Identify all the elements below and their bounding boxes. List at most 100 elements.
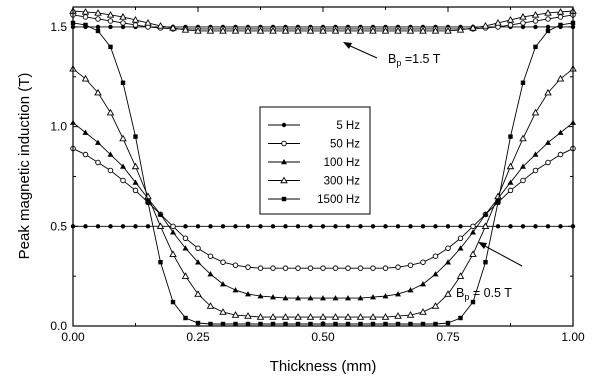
data-point bbox=[106, 11, 115, 18]
data-point bbox=[308, 224, 313, 229]
data-point bbox=[256, 313, 265, 320]
data-point bbox=[82, 14, 89, 20]
data-point bbox=[95, 139, 101, 145]
data-point bbox=[345, 265, 351, 271]
data-point bbox=[120, 20, 126, 26]
data-point bbox=[170, 223, 176, 230]
data-point bbox=[545, 28, 551, 34]
legend-marker bbox=[281, 140, 287, 147]
data-point bbox=[207, 253, 214, 259]
data-point bbox=[370, 265, 376, 271]
annotation-bp-low: Bp = 0.5 T bbox=[456, 242, 523, 302]
data-point bbox=[470, 299, 476, 305]
data-point bbox=[394, 312, 402, 319]
data-point bbox=[395, 224, 401, 229]
data-point bbox=[470, 229, 476, 235]
data-point bbox=[232, 287, 239, 293]
data-point bbox=[520, 224, 526, 229]
data-point bbox=[432, 271, 439, 277]
data-point bbox=[370, 224, 376, 229]
data-point bbox=[431, 27, 440, 34]
data-point bbox=[195, 224, 201, 229]
data-point bbox=[519, 13, 527, 20]
data-point bbox=[370, 321, 376, 327]
data-point bbox=[408, 224, 413, 229]
data-point bbox=[169, 24, 177, 31]
data-point bbox=[444, 27, 452, 34]
data-point bbox=[282, 265, 289, 271]
data-point bbox=[370, 294, 376, 300]
data-point bbox=[382, 265, 389, 271]
annotation-text: Bp = 0.5 T bbox=[456, 286, 512, 302]
data-point bbox=[245, 264, 251, 270]
data-point bbox=[307, 265, 314, 271]
data-point bbox=[83, 24, 88, 30]
data-point bbox=[557, 129, 564, 135]
data-point bbox=[120, 80, 126, 85]
annotation-arrowhead bbox=[478, 242, 487, 249]
y-tick-label: 1.0 bbox=[50, 120, 67, 134]
data-point bbox=[108, 44, 113, 50]
data-point bbox=[558, 224, 563, 229]
data-point bbox=[545, 24, 551, 30]
data-point bbox=[169, 250, 177, 257]
data-point bbox=[369, 27, 377, 34]
axis-ticks: 0.00 0.25 0.50 0.75 1.00 0.0 0.5 1.0 1.5 bbox=[50, 7, 585, 344]
data-point bbox=[270, 321, 276, 327]
data-point bbox=[506, 162, 515, 170]
data-point bbox=[208, 224, 213, 229]
data-point bbox=[533, 24, 538, 30]
data-point bbox=[445, 259, 451, 265]
annotation-arrowhead bbox=[343, 42, 352, 49]
data-point bbox=[133, 224, 138, 229]
data-point bbox=[195, 259, 201, 265]
data-point bbox=[358, 224, 363, 229]
data-point bbox=[482, 211, 489, 217]
data-point bbox=[119, 134, 127, 142]
data-point bbox=[108, 24, 113, 30]
data-point bbox=[470, 223, 476, 230]
data-point bbox=[407, 262, 414, 268]
data-point bbox=[406, 311, 415, 318]
data-point bbox=[469, 24, 477, 31]
data-point bbox=[295, 265, 301, 271]
legend-marker bbox=[281, 122, 287, 128]
data-point bbox=[344, 313, 352, 320]
data-point bbox=[419, 308, 427, 315]
data-point bbox=[158, 260, 163, 265]
x-tick-label: 0.00 bbox=[61, 330, 85, 344]
data-point bbox=[495, 200, 501, 205]
data-point bbox=[181, 272, 190, 279]
data-point bbox=[332, 295, 339, 301]
annotation-arrow-shaft bbox=[347, 44, 378, 59]
data-point bbox=[445, 245, 451, 251]
data-point bbox=[132, 187, 139, 194]
data-point bbox=[469, 250, 477, 257]
data-point bbox=[406, 27, 415, 34]
data-point bbox=[206, 27, 215, 34]
data-point bbox=[245, 321, 251, 327]
data-point bbox=[319, 27, 327, 34]
data-point bbox=[420, 224, 426, 229]
legend: 5 Hz 50 Hz 100 Hz 300 Hz 1500 Hz bbox=[259, 106, 371, 215]
data-point bbox=[119, 13, 127, 20]
data-point bbox=[295, 224, 301, 229]
data-point bbox=[208, 321, 213, 327]
x-axis-title: Thickness (mm) bbox=[270, 358, 377, 375]
data-point bbox=[507, 187, 514, 194]
data-point bbox=[245, 224, 251, 229]
data-point bbox=[383, 224, 388, 229]
legend-marker bbox=[280, 176, 288, 184]
data-point bbox=[357, 295, 364, 301]
data-point bbox=[495, 224, 501, 229]
data-point bbox=[331, 313, 340, 320]
series-0 bbox=[70, 224, 576, 229]
data-point bbox=[419, 27, 427, 34]
data-point bbox=[120, 224, 126, 229]
data-point bbox=[144, 19, 152, 26]
data-point bbox=[345, 224, 351, 229]
series-7 bbox=[69, 7, 577, 34]
data-point bbox=[356, 313, 365, 320]
annotation-bp-high: Bp =1.5 T bbox=[343, 42, 441, 68]
data-point bbox=[431, 302, 440, 309]
